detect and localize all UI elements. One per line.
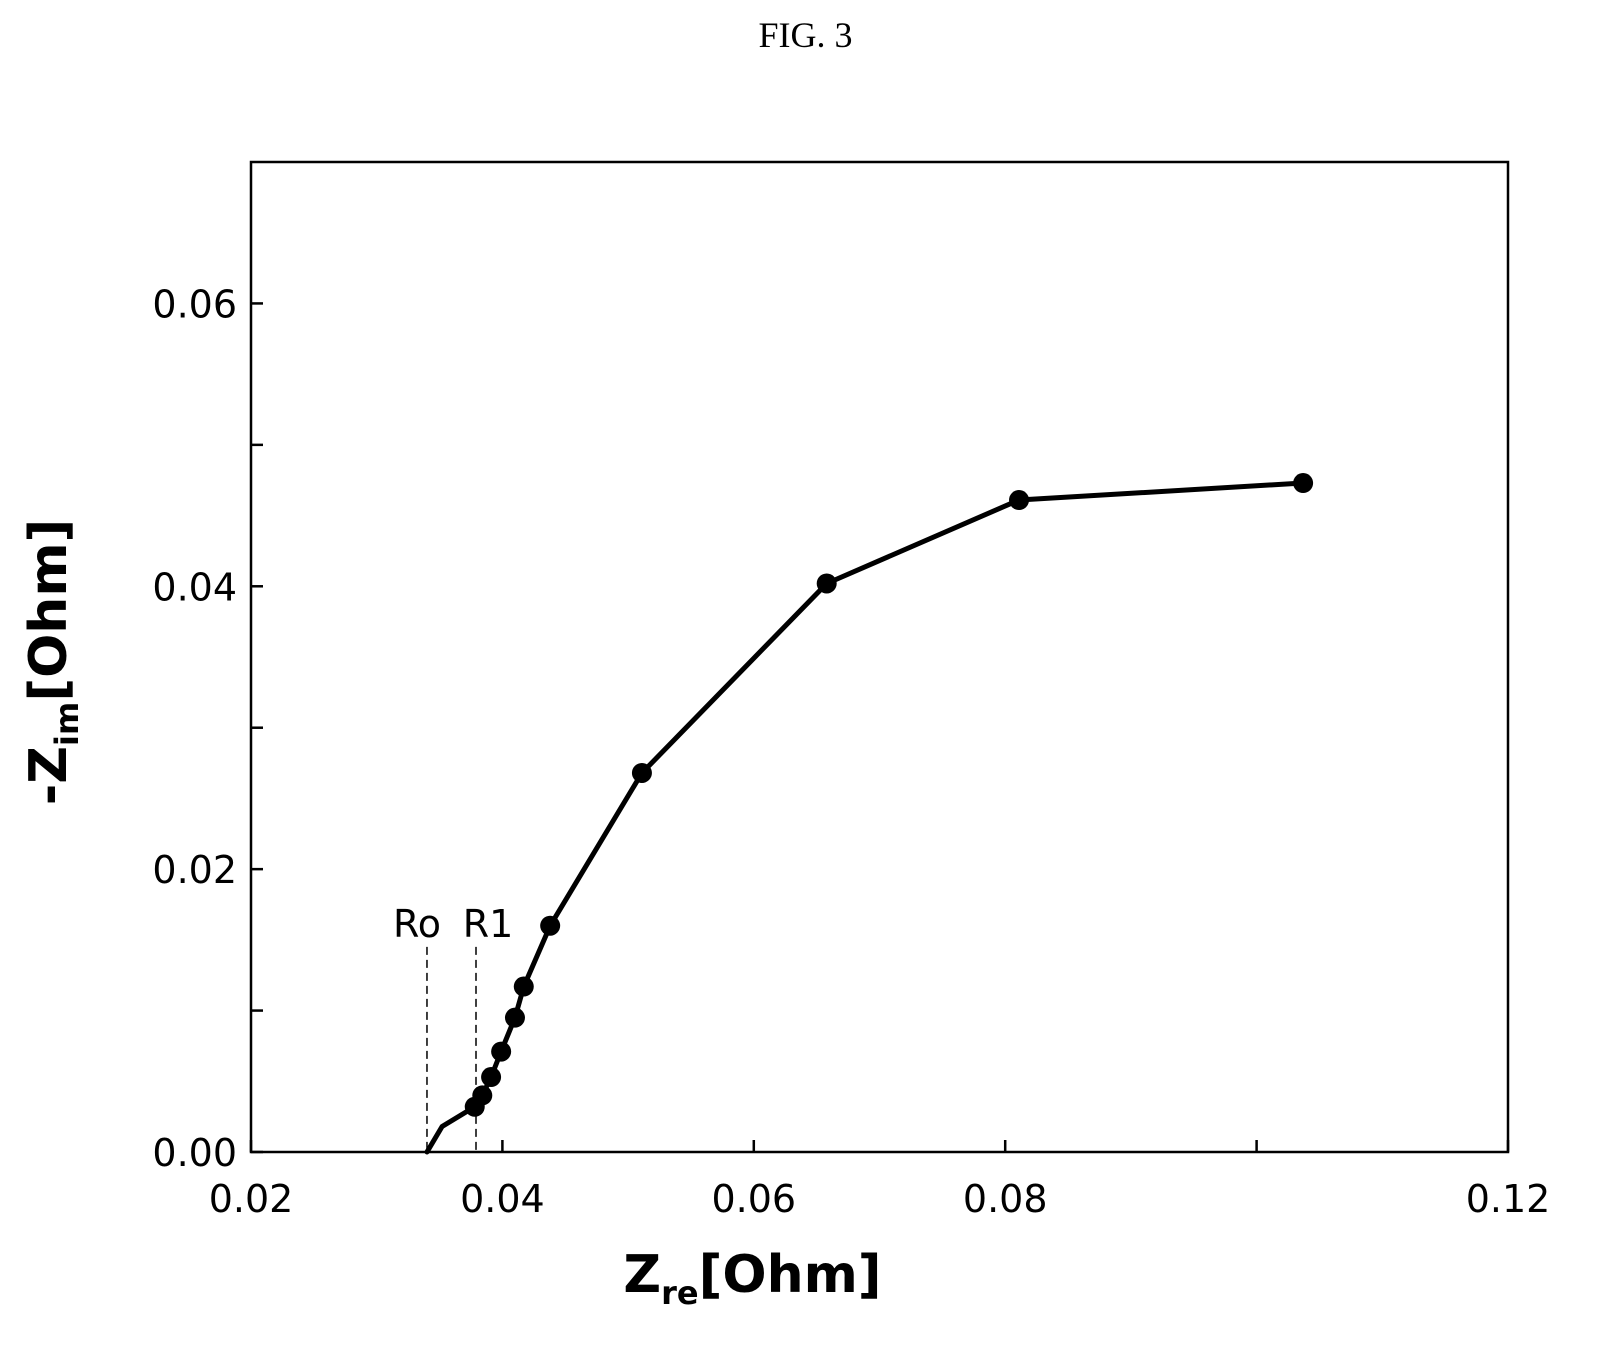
x-axis-title-sub: re <box>661 1274 698 1312</box>
y-tick-label: 0.02 <box>152 848 237 892</box>
figure-title: FIG. 3 <box>758 15 853 55</box>
data-point <box>481 1067 502 1088</box>
y-axis-title-unit: [Ohm] <box>19 519 79 702</box>
data-point <box>491 1041 512 1062</box>
data-point <box>472 1085 493 1106</box>
x-tick-label: 0.12 <box>1466 1177 1551 1221</box>
x-tick-label: 0.08 <box>963 1177 1048 1221</box>
series-line <box>424 480 1306 1155</box>
x-axis-title: Zre[Ohm] <box>623 1245 881 1312</box>
y-axis-title-sub: im <box>48 702 86 746</box>
y-axis-title: -Zim[Ohm] <box>19 519 86 806</box>
data-point <box>816 573 837 594</box>
y-axis-title-prefix: -Z <box>19 746 79 805</box>
data-point <box>540 915 561 936</box>
annotation-label-r1: R1 <box>463 902 514 946</box>
x-tick-label: 0.06 <box>711 1177 796 1221</box>
series-markers <box>464 473 1314 1117</box>
data-point <box>504 1007 525 1028</box>
data-point <box>1009 490 1030 511</box>
data-point <box>513 976 534 997</box>
x-tick-label: 0.04 <box>460 1177 545 1221</box>
x-axis-title-unit: [Ohm] <box>699 1245 882 1305</box>
plot-frame <box>249 160 1510 1154</box>
x-tick-label: 0.02 <box>209 1177 294 1221</box>
x-axis-title-main: Z <box>623 1245 661 1305</box>
y-tick-label: 0.04 <box>152 565 237 609</box>
data-point <box>631 762 652 783</box>
data-point <box>1293 473 1314 494</box>
y-tick-label: 0.00 <box>152 1131 237 1175</box>
y-tick-label: 0.06 <box>152 282 237 326</box>
axis-ticks: 0.02 0.04 0.06 0.08 0.120.000.020.040.06 <box>152 282 1550 1221</box>
annotation-label-ro: Ro <box>393 902 441 946</box>
annotations: Ro R1 <box>393 902 513 1152</box>
